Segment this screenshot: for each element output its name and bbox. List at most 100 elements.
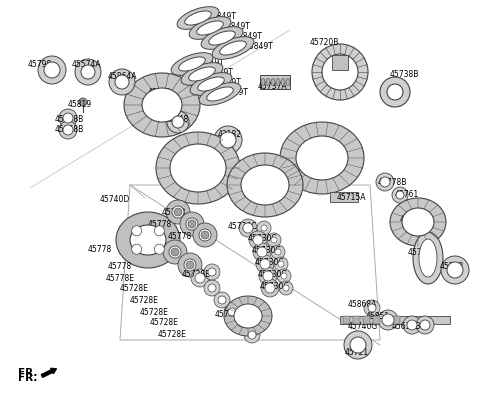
Ellipse shape bbox=[116, 212, 180, 268]
Text: 45849T: 45849T bbox=[213, 78, 242, 87]
Circle shape bbox=[193, 223, 217, 247]
Circle shape bbox=[257, 247, 267, 257]
Text: 45849T: 45849T bbox=[208, 12, 237, 21]
Circle shape bbox=[344, 331, 372, 359]
Circle shape bbox=[228, 308, 236, 316]
Text: 45868A: 45868A bbox=[348, 300, 377, 309]
Circle shape bbox=[396, 191, 404, 199]
Circle shape bbox=[322, 54, 358, 90]
Text: 45730C: 45730C bbox=[255, 258, 285, 267]
Ellipse shape bbox=[241, 165, 289, 205]
Circle shape bbox=[188, 220, 196, 228]
Circle shape bbox=[224, 304, 240, 320]
Bar bbox=[343, 316, 350, 324]
Circle shape bbox=[447, 262, 463, 278]
Circle shape bbox=[44, 62, 60, 78]
Circle shape bbox=[132, 244, 142, 254]
Circle shape bbox=[279, 281, 293, 295]
Ellipse shape bbox=[124, 73, 200, 137]
Text: 45811: 45811 bbox=[148, 88, 172, 97]
Circle shape bbox=[364, 300, 380, 316]
Ellipse shape bbox=[271, 78, 275, 86]
Text: 45728E: 45728E bbox=[130, 296, 159, 305]
Circle shape bbox=[172, 116, 184, 128]
Circle shape bbox=[265, 283, 275, 293]
Ellipse shape bbox=[281, 78, 285, 86]
Ellipse shape bbox=[266, 78, 270, 86]
Circle shape bbox=[283, 285, 289, 291]
Circle shape bbox=[115, 75, 129, 89]
Text: 45849T: 45849T bbox=[234, 32, 263, 41]
Circle shape bbox=[350, 337, 366, 353]
Ellipse shape bbox=[170, 144, 226, 192]
Circle shape bbox=[59, 109, 77, 127]
Circle shape bbox=[59, 121, 77, 139]
Circle shape bbox=[180, 212, 204, 236]
Circle shape bbox=[441, 256, 469, 284]
Ellipse shape bbox=[413, 232, 443, 284]
Circle shape bbox=[253, 243, 271, 261]
Text: 45715A: 45715A bbox=[337, 193, 367, 202]
Text: 45728E: 45728E bbox=[150, 318, 179, 327]
Circle shape bbox=[257, 221, 271, 235]
Circle shape bbox=[275, 249, 281, 255]
Circle shape bbox=[387, 84, 403, 100]
Text: 45730C: 45730C bbox=[252, 246, 282, 255]
Text: 45796: 45796 bbox=[248, 178, 272, 187]
Circle shape bbox=[166, 200, 190, 224]
Circle shape bbox=[260, 259, 270, 269]
Text: FR.: FR. bbox=[18, 368, 37, 378]
Ellipse shape bbox=[190, 73, 232, 95]
Circle shape bbox=[132, 226, 142, 236]
Circle shape bbox=[380, 77, 410, 107]
Text: 45778: 45778 bbox=[162, 208, 186, 217]
Bar bbox=[332, 55, 348, 70]
Ellipse shape bbox=[390, 198, 446, 246]
Circle shape bbox=[204, 280, 220, 296]
Ellipse shape bbox=[419, 239, 437, 277]
Text: 45778: 45778 bbox=[148, 220, 172, 229]
Ellipse shape bbox=[156, 132, 240, 204]
Bar bbox=[363, 316, 370, 324]
Text: 45740G: 45740G bbox=[348, 322, 378, 331]
Circle shape bbox=[238, 319, 246, 327]
Circle shape bbox=[186, 218, 198, 230]
Text: 45790A: 45790A bbox=[408, 248, 438, 257]
Ellipse shape bbox=[212, 37, 254, 59]
Circle shape bbox=[81, 65, 95, 79]
Circle shape bbox=[208, 284, 216, 292]
Circle shape bbox=[277, 269, 291, 283]
Ellipse shape bbox=[220, 41, 246, 55]
Circle shape bbox=[416, 316, 434, 334]
Text: 45864A: 45864A bbox=[108, 72, 137, 81]
Circle shape bbox=[271, 245, 285, 259]
Circle shape bbox=[214, 126, 242, 154]
Circle shape bbox=[248, 331, 256, 339]
Ellipse shape bbox=[189, 67, 216, 81]
Circle shape bbox=[382, 314, 394, 326]
Text: 45819: 45819 bbox=[68, 100, 92, 109]
Text: 45728E: 45728E bbox=[182, 270, 211, 279]
Circle shape bbox=[271, 237, 277, 243]
Ellipse shape bbox=[171, 53, 213, 75]
Circle shape bbox=[239, 219, 257, 237]
Text: 45714A: 45714A bbox=[400, 215, 430, 224]
Text: 45778E: 45778E bbox=[106, 274, 135, 283]
Circle shape bbox=[63, 113, 73, 123]
Circle shape bbox=[261, 225, 267, 231]
Circle shape bbox=[368, 304, 376, 312]
Circle shape bbox=[407, 320, 417, 330]
Circle shape bbox=[195, 273, 205, 283]
Ellipse shape bbox=[181, 63, 223, 85]
Circle shape bbox=[174, 208, 182, 216]
Circle shape bbox=[392, 187, 408, 203]
Text: 45720B: 45720B bbox=[310, 38, 339, 47]
Text: 45748: 45748 bbox=[165, 115, 189, 124]
Circle shape bbox=[220, 132, 236, 148]
Circle shape bbox=[186, 261, 194, 269]
Circle shape bbox=[281, 273, 287, 279]
Circle shape bbox=[267, 233, 281, 247]
Circle shape bbox=[184, 259, 196, 271]
Circle shape bbox=[75, 59, 101, 85]
Text: 45720: 45720 bbox=[308, 148, 332, 157]
